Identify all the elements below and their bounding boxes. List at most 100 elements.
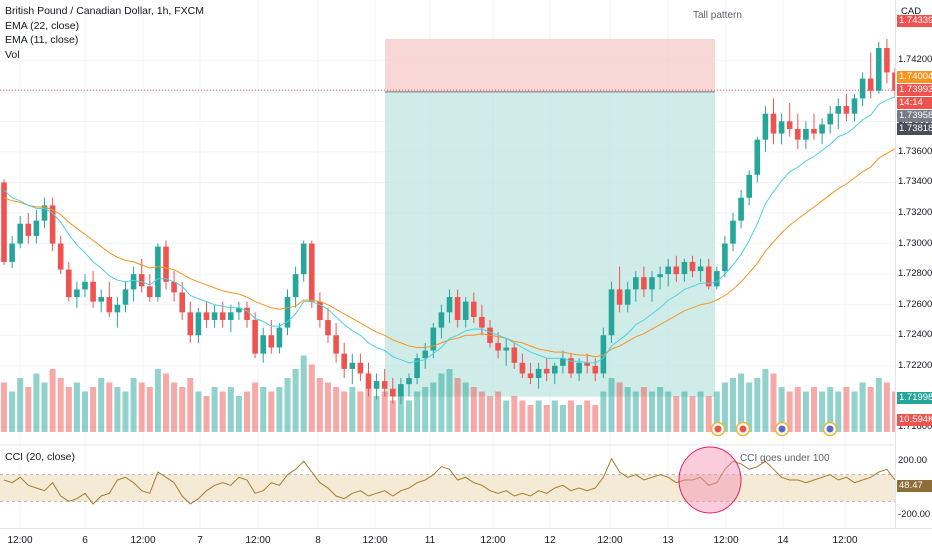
volume-bar (260, 387, 267, 432)
chart-legend: British Pound / Canadian Dollar, 1h, FXC… (5, 4, 204, 62)
volume-bar (770, 373, 777, 432)
candle-body (373, 381, 380, 389)
candle-body (66, 269, 72, 298)
volume-bar (778, 387, 785, 432)
candle-body (471, 301, 477, 317)
volume-bar (130, 378, 137, 432)
candle-body (430, 327, 437, 351)
volume-bar (608, 378, 615, 432)
candle-body (786, 121, 793, 129)
candle-body (535, 368, 542, 379)
time-tick-label: 8 (315, 535, 321, 546)
candle-body (673, 266, 680, 275)
target-zone[interactable] (385, 38, 715, 92)
price-tick-label: 1.72400 (898, 329, 932, 341)
volume-bar (33, 373, 40, 432)
candle-body (9, 243, 15, 262)
candle-body (211, 312, 218, 320)
time-tick-label: 14 (777, 535, 789, 546)
candle-body (179, 292, 185, 313)
volume-bar (187, 378, 194, 432)
candle-body (754, 139, 761, 175)
candle-body (503, 347, 509, 351)
volume-bar (503, 400, 510, 432)
volume-bar (422, 387, 429, 432)
stop-price-tag: 1.71998 (897, 392, 932, 404)
candle-body (252, 319, 258, 354)
candle-body (292, 274, 299, 298)
volume-bar (1, 382, 7, 432)
candle-body (365, 373, 372, 389)
candle-body (82, 281, 88, 290)
volume-legend[interactable]: Vol (5, 48, 20, 61)
candle-body (398, 384, 404, 397)
time-tick-label: 12:00 (597, 535, 623, 546)
candle-body (219, 312, 226, 320)
symbol-title[interactable]: British Pound / Canadian Dollar, 1h, FXC… (5, 5, 205, 17)
price-tick-label: 1.73600 (898, 145, 932, 157)
volume-bar (106, 382, 113, 432)
candle-body (576, 362, 582, 374)
tall-pattern-note[interactable]: Tall pattern (693, 10, 742, 21)
candle-body (325, 319, 331, 336)
candle-body (49, 205, 56, 244)
countdown-tag: 14:14 (897, 97, 932, 109)
currency-label[interactable]: CAD (901, 6, 922, 17)
volume-bar (406, 400, 412, 432)
candle-body (203, 312, 210, 320)
flag-dot (778, 425, 786, 433)
volume-bar (292, 369, 299, 432)
candle-body (827, 113, 833, 125)
cci-tick-label: 200.00 (898, 455, 928, 467)
price-tick-label: 1.72600 (898, 298, 932, 310)
volume-bar (827, 387, 834, 432)
cci-note[interactable]: CCI goes under 100 (740, 453, 830, 464)
price-tick-label: 1.71800 (898, 420, 932, 432)
candle-body (74, 289, 80, 298)
candle-body (876, 47, 882, 91)
volume-bar (341, 391, 348, 432)
volume-bar (786, 391, 793, 432)
candle-body (260, 335, 266, 354)
candle-body (681, 261, 688, 275)
candle-body (236, 307, 242, 313)
candle-body (187, 312, 194, 336)
last-price-tag: 1.74004 (897, 71, 932, 83)
candle-body (1, 182, 7, 262)
volume-bar (721, 382, 728, 432)
volume-bar (657, 387, 664, 432)
event-flags (710, 421, 838, 437)
volume-bar (811, 387, 817, 432)
highlight-circle[interactable] (678, 446, 742, 514)
cci-legend[interactable]: CCI (20, close) (5, 451, 76, 463)
candle-body (381, 381, 388, 389)
time-axis[interactable] (0, 528, 932, 551)
candle-body (349, 362, 356, 369)
cci-tick-label: -200.00 (898, 508, 931, 520)
volume-bar (333, 387, 340, 432)
ema22-legend[interactable]: EMA (22, close) (5, 19, 80, 32)
volume-bar (73, 382, 80, 432)
candle-body (608, 289, 615, 336)
candle-body (527, 373, 534, 379)
candle-body (147, 286, 153, 298)
candle-body (819, 124, 825, 134)
volume-bar (713, 391, 720, 432)
volume-bar (584, 400, 591, 432)
candle-body (244, 307, 250, 320)
volume-bar (252, 382, 259, 432)
candle-body (665, 266, 671, 275)
time-tick-label: 12 (544, 535, 556, 546)
volume-bar (819, 391, 826, 432)
volume-bar (373, 396, 380, 432)
candle-body (268, 335, 275, 348)
stop-zone[interactable] (385, 91, 715, 397)
volume-bar (511, 396, 518, 432)
candle-body (560, 358, 566, 366)
candle-body (616, 289, 623, 305)
volume-bar (244, 391, 250, 432)
ema11-legend[interactable]: EMA (11, close) (5, 34, 79, 46)
candle-body (705, 266, 712, 287)
price-tick-label: 1.73200 (898, 207, 932, 218)
